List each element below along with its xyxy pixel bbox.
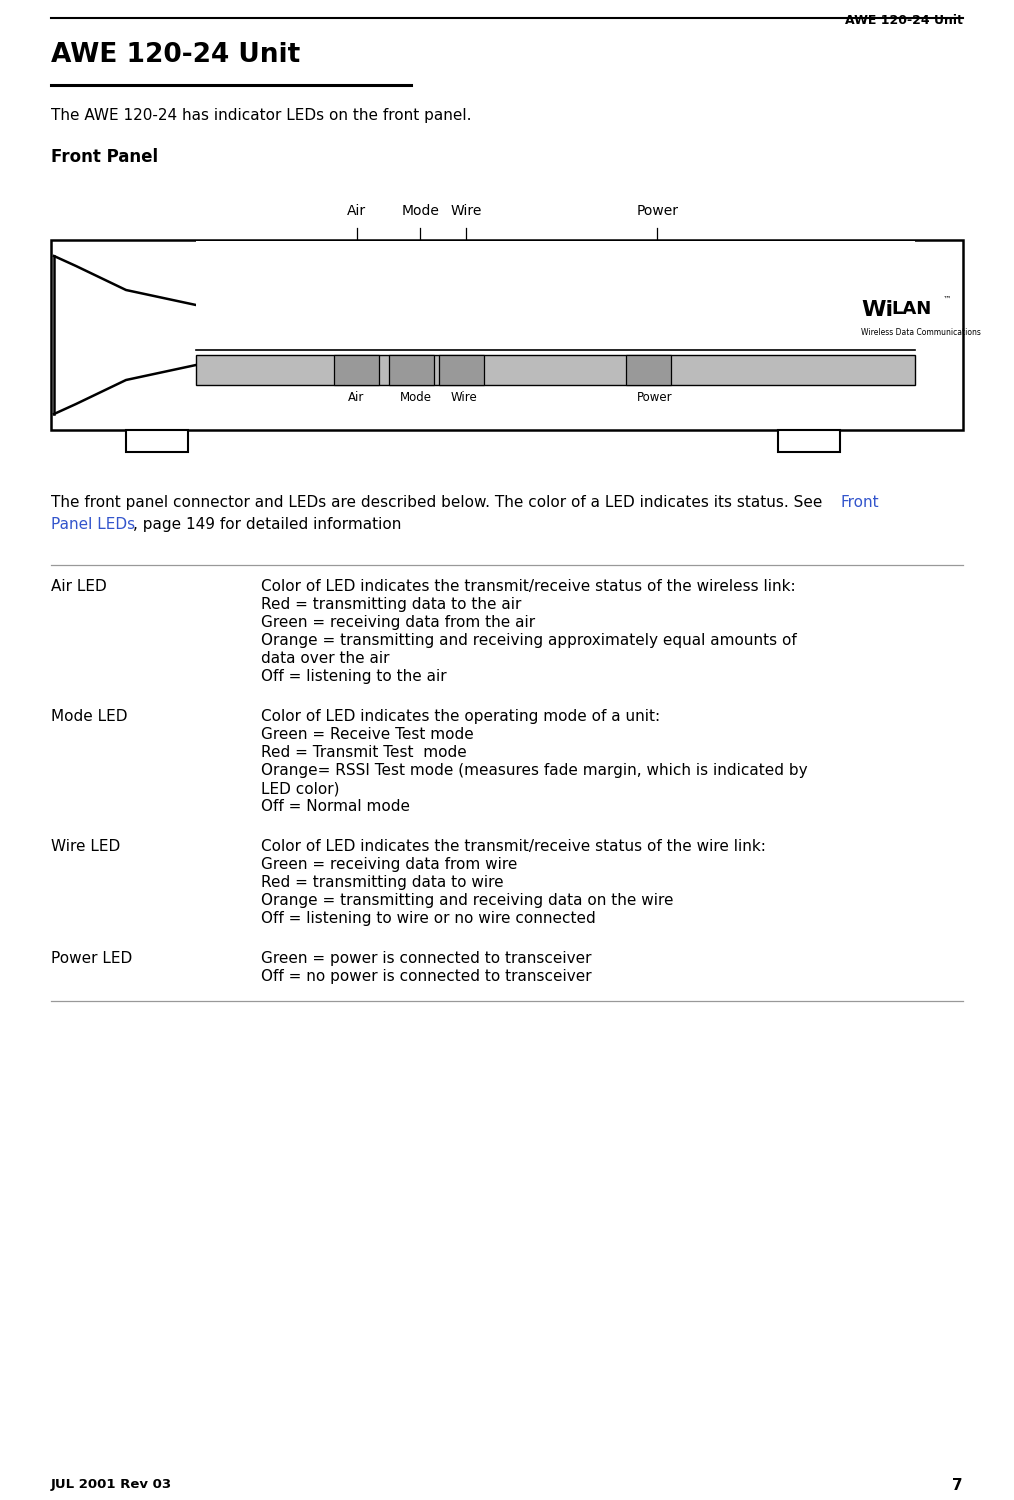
Text: Green = Receive Test mode: Green = Receive Test mode [261, 728, 474, 742]
Text: AWE 120-24 Unit: AWE 120-24 Unit [845, 13, 963, 27]
Bar [778, 430, 840, 451]
Text: Off = listening to wire or no wire connected: Off = listening to wire or no wire conne… [261, 910, 596, 926]
Text: Power: Power [637, 392, 672, 404]
Text: Front: Front [841, 495, 879, 510]
Text: Orange = transmitting and receiving data on the wire: Orange = transmitting and receiving data… [261, 892, 673, 908]
Text: Mode: Mode [400, 392, 432, 404]
Text: Wire: Wire [450, 204, 482, 218]
Text: LED color): LED color) [261, 782, 340, 796]
Text: Color of LED indicates the transmit/receive status of the wireless link:: Color of LED indicates the transmit/rece… [261, 579, 796, 594]
Text: LAN: LAN [891, 300, 931, 318]
Bar [334, 356, 379, 386]
Bar [626, 356, 671, 386]
Text: Red = transmitting data to the air: Red = transmitting data to the air [261, 597, 521, 612]
Text: data over the air: data over the air [261, 651, 389, 666]
Bar [126, 430, 188, 451]
Text: Panel LEDs: Panel LEDs [51, 518, 135, 532]
Text: Color of LED indicates the operating mode of a unit:: Color of LED indicates the operating mod… [261, 710, 660, 724]
Text: Wire: Wire [451, 392, 478, 404]
Bar [388, 356, 434, 386]
Text: Front Panel: Front Panel [51, 148, 158, 166]
Text: Mode: Mode [402, 204, 439, 218]
Text: Off = no power is connected to transceiver: Off = no power is connected to transceiv… [261, 969, 591, 984]
Text: Green = receiving data from the air: Green = receiving data from the air [261, 615, 535, 630]
Bar [439, 356, 484, 386]
Text: Off = Normal mode: Off = Normal mode [261, 800, 410, 814]
Text: Air LED: Air LED [51, 579, 106, 594]
Text: Red = Transmit Test  mode: Red = Transmit Test mode [261, 746, 466, 760]
Text: Wi: Wi [861, 300, 893, 320]
Text: AWE 120-24 Unit: AWE 120-24 Unit [51, 42, 300, 68]
Bar [196, 242, 915, 350]
Text: Orange= RSSI Test mode (measures fade margin, which is indicated by: Orange= RSSI Test mode (measures fade ma… [261, 764, 807, 778]
Text: The front panel connector and LEDs are described below. The color of a LED indic: The front panel connector and LEDs are d… [51, 495, 827, 510]
Text: Air: Air [347, 204, 366, 218]
Text: Green = power is connected to transceiver: Green = power is connected to transceive… [261, 951, 591, 966]
Text: Air: Air [349, 392, 365, 404]
Text: Color of LED indicates the transmit/receive status of the wire link:: Color of LED indicates the transmit/rece… [261, 839, 766, 854]
Text: Wire LED: Wire LED [51, 839, 121, 854]
Text: Red = transmitting data to wire: Red = transmitting data to wire [261, 874, 504, 890]
Text: Power LED: Power LED [51, 951, 132, 966]
Text: Off = listening to the air: Off = listening to the air [261, 669, 446, 684]
Text: , page 149 for detailed information: , page 149 for detailed information [133, 518, 402, 532]
Text: Green = receiving data from wire: Green = receiving data from wire [261, 856, 517, 871]
Bar [196, 356, 915, 386]
Text: Orange = transmitting and receiving approximately equal amounts of: Orange = transmitting and receiving appr… [261, 633, 797, 648]
Text: JUL 2001 Rev 03: JUL 2001 Rev 03 [51, 1478, 172, 1491]
Text: 7: 7 [952, 1478, 963, 1492]
Text: The AWE 120-24 has indicator LEDs on the front panel.: The AWE 120-24 has indicator LEDs on the… [51, 108, 472, 123]
Bar [51, 240, 963, 430]
Text: Mode LED: Mode LED [51, 710, 128, 724]
Text: Wireless Data Communications: Wireless Data Communications [861, 328, 981, 338]
Text: ™: ™ [943, 296, 951, 304]
Text: Power: Power [637, 204, 678, 218]
